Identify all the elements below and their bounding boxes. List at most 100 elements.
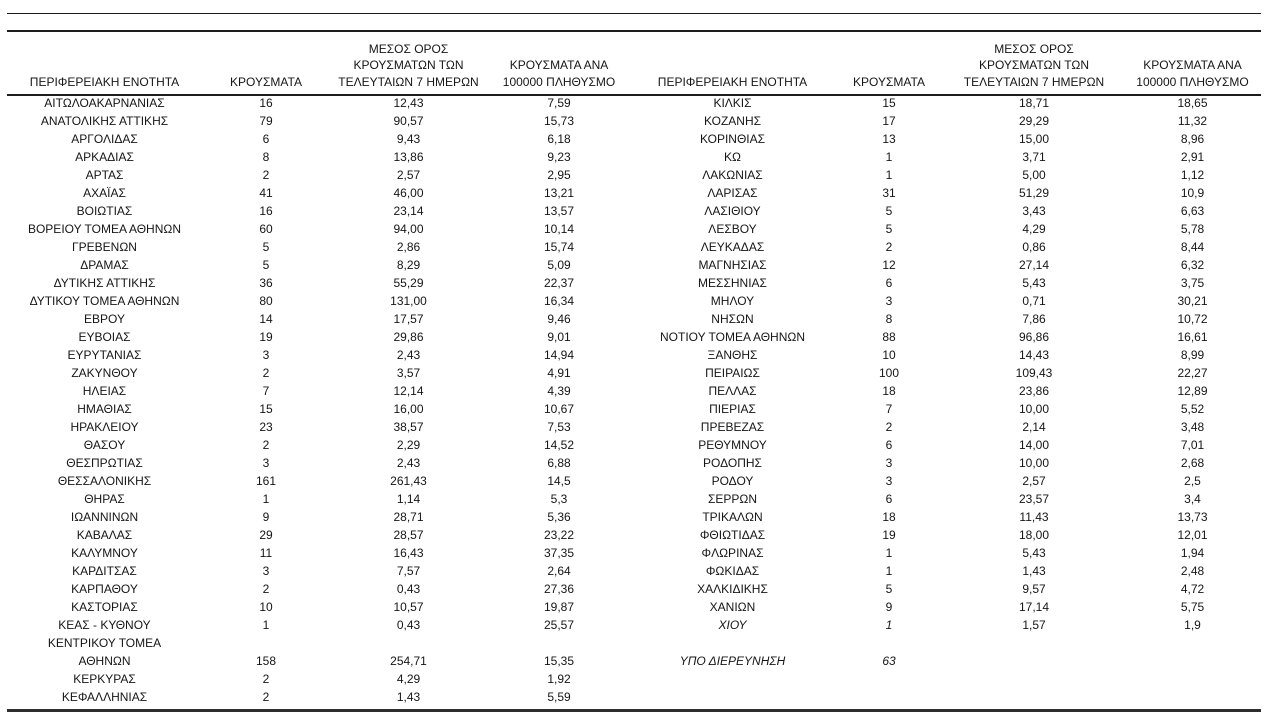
cases-cell	[830, 634, 948, 652]
region-cell: ΦΩΚΙΔΑΣ	[705, 564, 760, 578]
table-row: ΚΑΒΑΛΑΣ 29 28,57 23,22	[8, 526, 632, 544]
per100k-cell: 2,68	[1180, 456, 1205, 470]
table-row: ΛΑΚΩΝΙΑΣ 1 5,00 1,12	[635, 166, 1265, 184]
cases-cell: 5	[262, 258, 270, 272]
per100k-cell	[1120, 652, 1265, 670]
region-cell: ΧΑΛΚΙΔΙΚΗΣ	[697, 582, 768, 596]
cases-cell: 23	[259, 420, 273, 434]
cases-cell: 3	[262, 564, 270, 578]
region-cell: ΚΑΣΤΟΡΙΑΣ	[71, 600, 138, 614]
region-cell: ΡΟΔΟΥ	[711, 474, 754, 488]
cases-cell: 15	[882, 96, 896, 110]
per100k-cell: 5,3	[550, 492, 568, 506]
region-cell: ΤΡΙΚΑΛΩΝ	[702, 510, 763, 524]
per100k-cell: 27,36	[543, 582, 575, 596]
per100k-cell: 18,65	[1177, 96, 1208, 110]
cases-cell: 1	[885, 150, 893, 164]
cases-cell: 80	[259, 294, 273, 308]
table-row: ΗΡΑΚΛΕΙΟΥ 23 38,57 7,53	[8, 418, 632, 436]
region-cell: ΠΕΙΡΑΙΩΣ	[705, 366, 760, 380]
cases-cell: 3	[885, 456, 893, 470]
region-cell: ΚΑΡΠΑΘΟΥ	[71, 582, 138, 596]
table-row: ΡΟΔΟΥ 3 2,57 2,5	[635, 472, 1265, 490]
cases-cell: 6	[885, 438, 893, 452]
avg7-cell: 17,14	[1018, 600, 1050, 614]
cases-cell: 29	[259, 528, 273, 542]
per100k-cell: 16,61	[1177, 330, 1208, 344]
cases-cell: 2	[262, 366, 270, 380]
avg7-cell: 4,29	[1022, 222, 1046, 236]
per100k-cell: 11,32	[1177, 114, 1208, 128]
cases-cell: 18	[882, 510, 896, 524]
region-cell: ΜΗΛΟΥ	[710, 294, 755, 308]
region-cell: ΖΑΚΥΝΘΟΥ	[71, 366, 138, 380]
per100k-cell: 7,59	[547, 96, 571, 110]
cases-cell: 16	[259, 204, 273, 218]
per100k-cell: 6,88	[547, 456, 571, 470]
top-rule-thick	[7, 30, 1261, 32]
per100k-cell: 3,75	[1180, 276, 1205, 290]
region-cell: ΚΑΒΑΛΑΣ	[76, 528, 133, 542]
region-cell: ΛΑΚΩΝΙΑΣ	[702, 168, 763, 182]
table-row: ΥΠΟ ΔΙΕΡΕΥΝΗΣΗ 63	[635, 652, 1265, 670]
per100k-cell: 5,75	[1180, 600, 1205, 614]
avg7-cell: 15,00	[1018, 132, 1050, 146]
cases-cell: 1	[885, 564, 893, 578]
table-row: ΘΑΣΟΥ 2 2,29 14,52	[8, 436, 632, 454]
region-cell: ΕΒΡΟΥ	[84, 312, 125, 326]
region-cell: ΗΜΑΘΙΑΣ	[77, 402, 132, 416]
table-row: ΚΕΡΚΥΡΑΣ 2 4,29 1,92	[8, 670, 632, 688]
region-cell: ΠΙΕΡΙΑΣ	[709, 402, 756, 416]
region-cell: ΙΩΑΝΝΙΝΩΝ	[70, 510, 139, 524]
per100k-cell: 19,87	[543, 600, 575, 614]
region-cell: ΕΥΒΟΙΑΣ	[78, 330, 131, 344]
per100k-cell: 8,44	[1180, 240, 1205, 254]
region-cell: ΝΟΤΙΟΥ ΤΟΜΕΑ ΑΘΗΝΩΝ	[659, 330, 806, 344]
cases-cell: 2	[885, 420, 893, 434]
per100k-cell: 12,89	[1177, 384, 1208, 398]
region-cell: ΦΛΩΡΙΝΑΣ	[701, 546, 764, 560]
avg7-cell	[948, 634, 1120, 652]
table-row: ΑΧΑΪΑΣ 41 46,00 13,21	[8, 184, 632, 202]
avg7-cell: 23,14	[393, 204, 424, 218]
table-row: ΜΗΛΟΥ 3 0,71 30,21	[635, 292, 1265, 310]
per100k-cell: 13,73	[1177, 510, 1208, 524]
region-cell: ΑΝΑΤΟΛΙΚΗΣ ΑΤΤΙΚΗΣ	[40, 114, 169, 128]
avg7-cell: 1,57	[1022, 618, 1046, 632]
avg7-cell: 2,43	[396, 456, 421, 470]
table-row: ΦΩΚΙΔΑΣ 1 1,43 2,48	[635, 562, 1265, 580]
table-row: ΛΕΥΚΑΔΑΣ 2 0,86 8,44	[635, 238, 1265, 256]
cases-cell: 1	[885, 618, 893, 632]
table-row: ΧΙΟΥ 1 1,57 1,9	[635, 616, 1265, 634]
header-row: ΠΕΡΙΦΕΡΕΙΑΚΗ ΕΝΟΤΗΤΑ ΚΡΟΥΣΜΑΤΑ ΜΕΣΟΣ ΟΡΟ…	[8, 32, 632, 94]
region-cell: ΘΕΣΠΡΩΤΙΑΣ	[66, 456, 143, 470]
cases-cell: 19	[882, 528, 896, 542]
region-cell: ΘΗΡΑΣ	[84, 492, 125, 506]
table-row: ΑΡΤΑΣ 2 2,57 2,95	[8, 166, 632, 184]
table-row: ΚΑΡΠΑΘΟΥ 2 0,43 27,36	[8, 580, 632, 598]
column-header-per100k: ΚΡΟΥΣΜΑΤΑ ΑΝΑ 100000 ΠΛΗΘΥΣΜΟ	[1136, 58, 1249, 89]
region-cell: ΠΕΛΛΑΣ	[708, 384, 757, 398]
per100k-cell: 15,74	[543, 240, 575, 254]
table-row: ΔΥΤΙΚΗΣ ΑΤΤΙΚΗΣ 36 55,29 22,37	[8, 274, 632, 292]
table-row: ΚΩ 1 3,71 2,91	[635, 148, 1265, 166]
cases-cell: 1	[885, 168, 893, 182]
table-row: ΔΥΤΙΚΟΥ ΤΟΜΕΑ ΑΘΗΝΩΝ 80 131,00 16,34	[8, 292, 632, 310]
region-cell: ΒΟΙΩΤΙΑΣ	[76, 204, 133, 218]
cases-cell: 5	[885, 222, 893, 236]
column-header-region: ΠΕΡΙΦΕΡΕΙΑΚΗ ΕΝΟΤΗΤΑ	[657, 74, 808, 89]
table-row: ΚΙΛΚΙΣ 15 18,71 18,65	[635, 94, 1265, 112]
avg7-cell: 14,43	[1018, 348, 1050, 362]
per100k-cell: 3,4	[1184, 492, 1201, 506]
per100k-cell: 15,35	[543, 654, 575, 668]
table-row: ΙΩΑΝΝΙΝΩΝ 9 28,71 5,36	[8, 508, 632, 526]
region-cell: ΑΧΑΪΑΣ	[83, 186, 126, 200]
cases-cell: 9	[885, 600, 893, 614]
avg7-cell: 2,86	[396, 240, 421, 254]
bottom-rule	[7, 709, 1261, 712]
table-row: ΡΕΘΥΜΝΟΥ 6 14,00 7,01	[635, 436, 1265, 454]
cases-cell: 13	[882, 132, 896, 146]
per100k-cell: 37,35	[543, 546, 575, 560]
table-row: ΝΗΣΩΝ 8 7,86 10,72	[635, 310, 1265, 328]
cases-cell: 5	[262, 240, 270, 254]
